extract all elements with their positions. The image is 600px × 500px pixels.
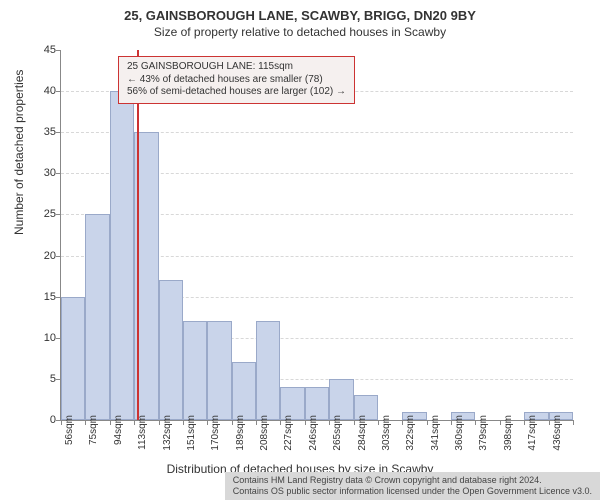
x-tick-label: 75sqm xyxy=(88,415,99,465)
x-tick-mark xyxy=(475,420,476,425)
x-tick-label: 189sqm xyxy=(235,415,246,465)
x-tick-mark xyxy=(354,420,355,425)
x-tick-label: 56sqm xyxy=(64,415,75,465)
x-tick-mark xyxy=(378,420,379,425)
x-tick-label: 227sqm xyxy=(283,415,294,465)
x-tick-label: 303sqm xyxy=(381,415,392,465)
y-tick-label: 0 xyxy=(31,414,56,426)
x-tick-mark xyxy=(183,420,184,425)
title-sub: Size of property relative to detached ho… xyxy=(0,23,600,39)
x-tick-mark xyxy=(573,420,574,425)
info-box-line3: 56% of semi-detached houses are larger (… xyxy=(127,86,346,99)
x-tick-mark xyxy=(232,420,233,425)
y-tick-label: 35 xyxy=(31,126,56,138)
y-tick-label: 40 xyxy=(31,85,56,97)
x-tick-mark xyxy=(549,420,550,425)
attribution-line1: Contains HM Land Registry data © Crown c… xyxy=(233,475,592,486)
x-tick-label: 132sqm xyxy=(162,415,173,465)
y-tick-mark xyxy=(56,132,61,133)
x-tick-label: 341sqm xyxy=(430,415,441,465)
info-box-line1: 25 GAINSBOROUGH LANE: 115sqm xyxy=(127,61,346,74)
attribution-line2: Contains OS public sector information li… xyxy=(233,486,592,497)
y-tick-label: 30 xyxy=(31,167,56,179)
x-tick-label: 113sqm xyxy=(137,415,148,465)
x-tick-mark xyxy=(85,420,86,425)
y-tick-label: 45 xyxy=(31,44,56,56)
bar xyxy=(159,280,183,420)
y-tick-label: 15 xyxy=(31,291,56,303)
x-tick-label: 398sqm xyxy=(503,415,514,465)
x-tick-label: 265sqm xyxy=(332,415,343,465)
y-axis-label: Number of detached properties xyxy=(12,70,26,235)
x-tick-mark xyxy=(329,420,330,425)
x-tick-mark xyxy=(451,420,452,425)
x-tick-label: 322sqm xyxy=(405,415,416,465)
x-tick-mark xyxy=(207,420,208,425)
bar xyxy=(110,91,134,420)
x-tick-mark xyxy=(402,420,403,425)
info-box: 25 GAINSBOROUGH LANE: 115sqm ← 43% of de… xyxy=(118,56,355,104)
y-tick-mark xyxy=(56,173,61,174)
chart-container: 25, GAINSBOROUGH LANE, SCAWBY, BRIGG, DN… xyxy=(0,0,600,500)
x-tick-mark xyxy=(159,420,160,425)
bar xyxy=(85,214,109,420)
y-tick-mark xyxy=(56,50,61,51)
y-tick-label: 20 xyxy=(31,250,56,262)
x-tick-label: 170sqm xyxy=(210,415,221,465)
y-tick-mark xyxy=(56,256,61,257)
x-tick-label: 284sqm xyxy=(357,415,368,465)
bar xyxy=(232,362,256,420)
x-tick-label: 360sqm xyxy=(454,415,465,465)
x-tick-mark xyxy=(61,420,62,425)
attribution: Contains HM Land Registry data © Crown c… xyxy=(225,472,600,500)
info-box-line2: ← 43% of detached houses are smaller (78… xyxy=(127,74,346,87)
y-tick-mark xyxy=(56,214,61,215)
y-tick-mark xyxy=(56,91,61,92)
x-tick-mark xyxy=(280,420,281,425)
marker-line xyxy=(137,50,139,420)
x-tick-mark xyxy=(524,420,525,425)
y-tick-label: 10 xyxy=(31,332,56,344)
bar xyxy=(61,297,85,420)
x-tick-mark xyxy=(256,420,257,425)
x-tick-label: 208sqm xyxy=(259,415,270,465)
x-tick-label: 436sqm xyxy=(552,415,563,465)
x-tick-label: 379sqm xyxy=(478,415,489,465)
x-tick-label: 246sqm xyxy=(308,415,319,465)
y-tick-label: 5 xyxy=(31,373,56,385)
x-tick-mark xyxy=(110,420,111,425)
x-tick-mark xyxy=(427,420,428,425)
x-tick-label: 417sqm xyxy=(527,415,538,465)
x-tick-label: 151sqm xyxy=(186,415,197,465)
bar xyxy=(207,321,231,420)
bar xyxy=(329,379,353,420)
plot-area: 05101520253035404556sqm75sqm94sqm113sqm1… xyxy=(60,50,573,421)
chart-area: 05101520253035404556sqm75sqm94sqm113sqm1… xyxy=(60,50,572,420)
x-tick-mark xyxy=(305,420,306,425)
title-main: 25, GAINSBOROUGH LANE, SCAWBY, BRIGG, DN… xyxy=(0,0,600,23)
bar xyxy=(256,321,280,420)
x-tick-mark xyxy=(500,420,501,425)
x-tick-label: 94sqm xyxy=(113,415,124,465)
x-tick-mark xyxy=(134,420,135,425)
bar xyxy=(183,321,207,420)
y-tick-label: 25 xyxy=(31,208,56,220)
